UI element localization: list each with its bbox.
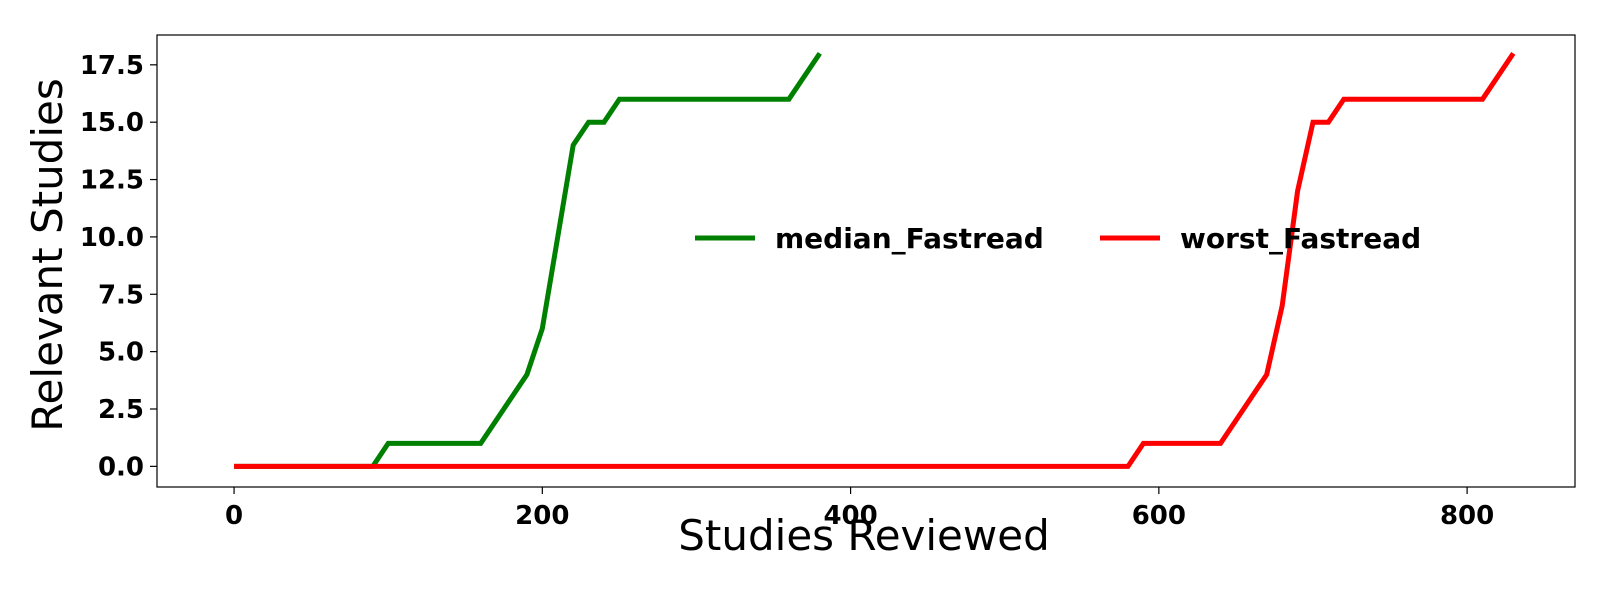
y-tick-label: 5.0	[98, 338, 144, 368]
y-tick-label: 2.5	[98, 395, 144, 425]
legend-label-worst: worst_Fastread	[1180, 222, 1421, 255]
y-axis-label: Relevant Studies	[23, 78, 72, 431]
y-tick-label: 17.5	[80, 51, 144, 81]
y-tick-label: 12.5	[80, 166, 144, 196]
x-tick-label: 0	[225, 501, 243, 531]
y-tick-label: 7.5	[98, 280, 144, 310]
x-tick-label: 200	[515, 501, 569, 531]
legend-label-median: median_Fastread	[775, 222, 1044, 255]
x-axis-label: Studies Reviewed	[678, 511, 1050, 560]
y-axis-ticks: 0.0 2.5 5.0 7.5 10.0 12.5 15.0 17.5	[80, 51, 157, 482]
plot-area-frame	[156, 34, 1576, 488]
series-lines	[234, 52, 1516, 469]
series-line-worst_Fastread	[234, 52, 1516, 469]
y-tick-label: 0.0	[98, 452, 144, 482]
series-line-median_Fastread	[234, 52, 822, 469]
y-tick-label: 15.0	[80, 108, 144, 138]
x-tick-label: 800	[1440, 501, 1494, 531]
x-axis-ticks: 0 200 400 600 800	[225, 487, 1494, 531]
legend: median_Fastread worst_Fastread	[695, 222, 1421, 255]
x-tick-label: 400	[823, 501, 877, 531]
x-tick-label: 600	[1132, 501, 1186, 531]
y-tick-label: 10.0	[80, 223, 144, 253]
